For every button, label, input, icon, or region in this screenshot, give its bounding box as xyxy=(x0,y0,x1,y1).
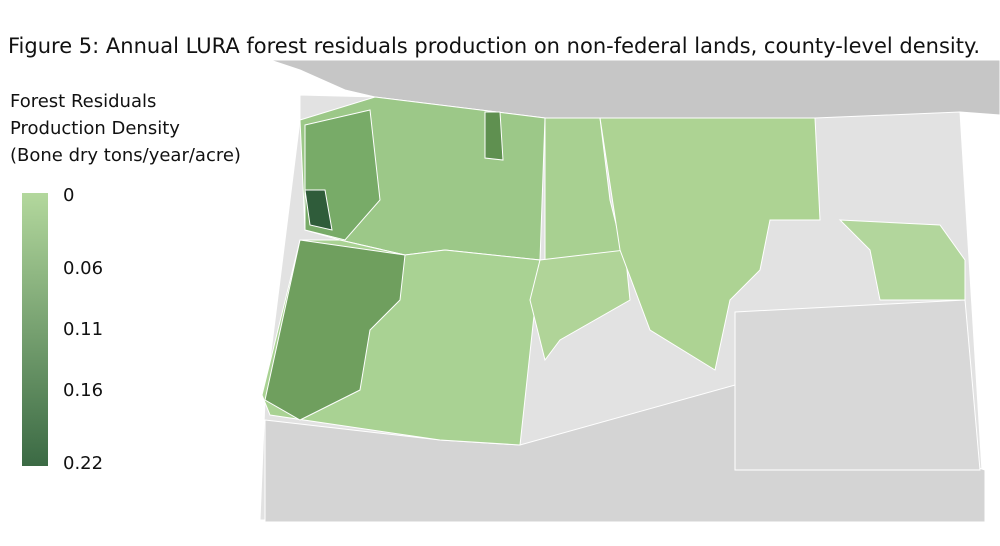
color-bar xyxy=(22,193,48,466)
montana-east xyxy=(838,219,966,301)
idaho-dark-county xyxy=(484,111,504,161)
tick-label: 0.06 xyxy=(63,258,103,279)
coastal-county xyxy=(304,189,333,231)
legend-title: Production Density xyxy=(10,118,180,139)
legend-title: (Bone dry tons/year/acre) xyxy=(10,145,241,166)
tick-label: 0.11 xyxy=(63,319,103,340)
tick-label: 0.16 xyxy=(63,380,103,401)
montana-west xyxy=(599,117,821,371)
legend-title: Forest Residuals xyxy=(10,91,156,112)
tick-label: 0 xyxy=(63,185,74,206)
map xyxy=(259,59,1000,523)
tick-label: 0.22 xyxy=(63,453,103,474)
western-oregon xyxy=(264,239,406,421)
legend: Forest Residuals Production Density (Bone … xyxy=(10,91,241,474)
map-title: Figure 5: Annual LURA forest residuals p… xyxy=(8,34,980,58)
wyoming xyxy=(734,299,981,471)
